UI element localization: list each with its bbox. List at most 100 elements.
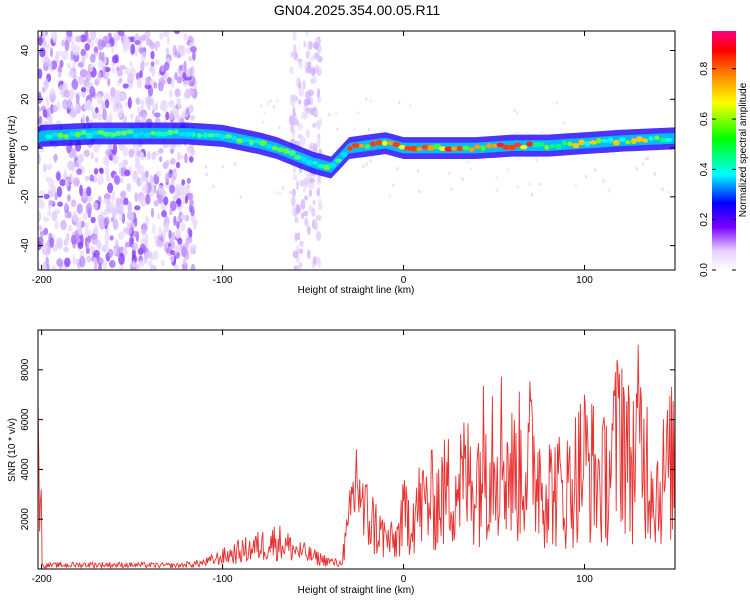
noise-blob [76,217,83,229]
noise-blob [178,64,184,71]
noise-blob [181,179,186,186]
noise-blob [82,212,88,221]
noise-blob [70,50,74,61]
noise-blob [174,113,181,122]
noise-blob [89,174,94,182]
noise-blob [165,159,170,167]
spectrogram-xtick-label: 0 [401,275,407,286]
ridge-blob [44,134,53,140]
noise-blob [124,66,130,75]
noise-blob [67,98,72,110]
ridge-blob [578,139,585,146]
noise-blob [94,224,99,237]
noise-blob [153,81,158,89]
ridge-blob [312,160,318,166]
noise-blob [86,38,91,44]
noise-blob [67,224,73,232]
noise-blob [96,257,104,266]
noise-blob [297,99,302,105]
ridge-blob [456,145,464,152]
noise-blob [314,219,318,228]
colorbar-tick-label: 0.2 [699,212,710,226]
spectrogram-xtick-label: -200 [32,275,52,286]
noise-blob [41,244,48,250]
colorbar-ticks: 0.0 0.2 0.4 0.6 0.8 [699,61,736,277]
noise-blob [304,216,308,227]
noise-blob [168,101,175,109]
noise-blob [90,216,96,224]
ridge-blob [207,133,215,138]
noise-blob [141,184,149,194]
noise-blob [56,186,63,198]
noise-blob [447,171,451,176]
snr-ylabel: SNR (10 * v/v) [7,418,18,482]
noise-blob [84,228,92,237]
noise-blob [535,158,539,163]
noise-blob [189,244,195,255]
noise-blob [278,191,282,196]
noise-blob [41,86,46,93]
ridge-blob [213,133,221,138]
noise-blob [97,214,104,224]
ridge-blob [589,140,598,145]
noise-blob [233,161,237,166]
ridge-blob [607,137,614,144]
noise-blob [461,177,464,182]
noise-blob [263,111,266,115]
spectrogram-ridge [38,122,675,179]
noise-blob [139,61,145,71]
noise-blob [136,177,143,187]
noise-blob [312,76,318,83]
noise-blob [38,111,41,119]
noise-blob [118,77,123,84]
noise-blob [81,114,86,124]
noise-blob [291,94,297,102]
noise-blob [173,170,178,178]
noise-blob [120,191,126,199]
noise-blob [188,104,194,114]
noise-blob [112,143,118,156]
noise-blob [289,190,292,195]
ridge-band-inner [38,128,675,173]
ridge-blob [224,134,233,139]
noise-blob [63,169,67,179]
noise-blob [49,237,55,249]
noise-blob [155,170,162,177]
noise-blob [159,156,163,163]
ridge-blob [376,139,382,146]
noise-blob [121,212,126,224]
noise-blob [293,44,297,55]
ridge-blob [392,142,401,147]
spectrogram-panel: -200 -100 0 100 40 20 0 -20 -40 Height of straig… [7,30,676,296]
spectrogram-xtick-label: -100 [213,275,233,286]
noise-blob [111,47,115,54]
noise-blob [171,231,176,241]
noise-blob [150,61,155,67]
noise-blob [85,246,90,255]
noise-blob [302,80,306,90]
noise-blob [644,156,648,161]
noise-blob [134,50,139,57]
noise-blob [176,76,183,84]
noise-blob [516,185,519,189]
ridge-blob [305,159,314,166]
noise-blob [107,248,114,258]
noise-blob [179,45,186,57]
noise-blob [294,232,298,242]
ridge-blob [486,142,492,149]
noise-blob [646,156,650,160]
noise-blob [117,31,125,37]
spectrogram-ylabel: Frequency (Hz) [7,116,18,185]
ridge-blob [265,144,273,149]
noise-blob [97,72,102,79]
noise-blob [77,75,85,85]
noise-blob [145,215,150,225]
noise-blob [44,78,49,90]
ridge-blob [248,139,255,146]
ridge-blob [502,144,511,150]
noise-blob [185,75,192,81]
noise-blob [170,76,175,89]
noise-blob [166,77,172,85]
noise-blob [50,184,57,194]
noise-blob [130,43,136,55]
